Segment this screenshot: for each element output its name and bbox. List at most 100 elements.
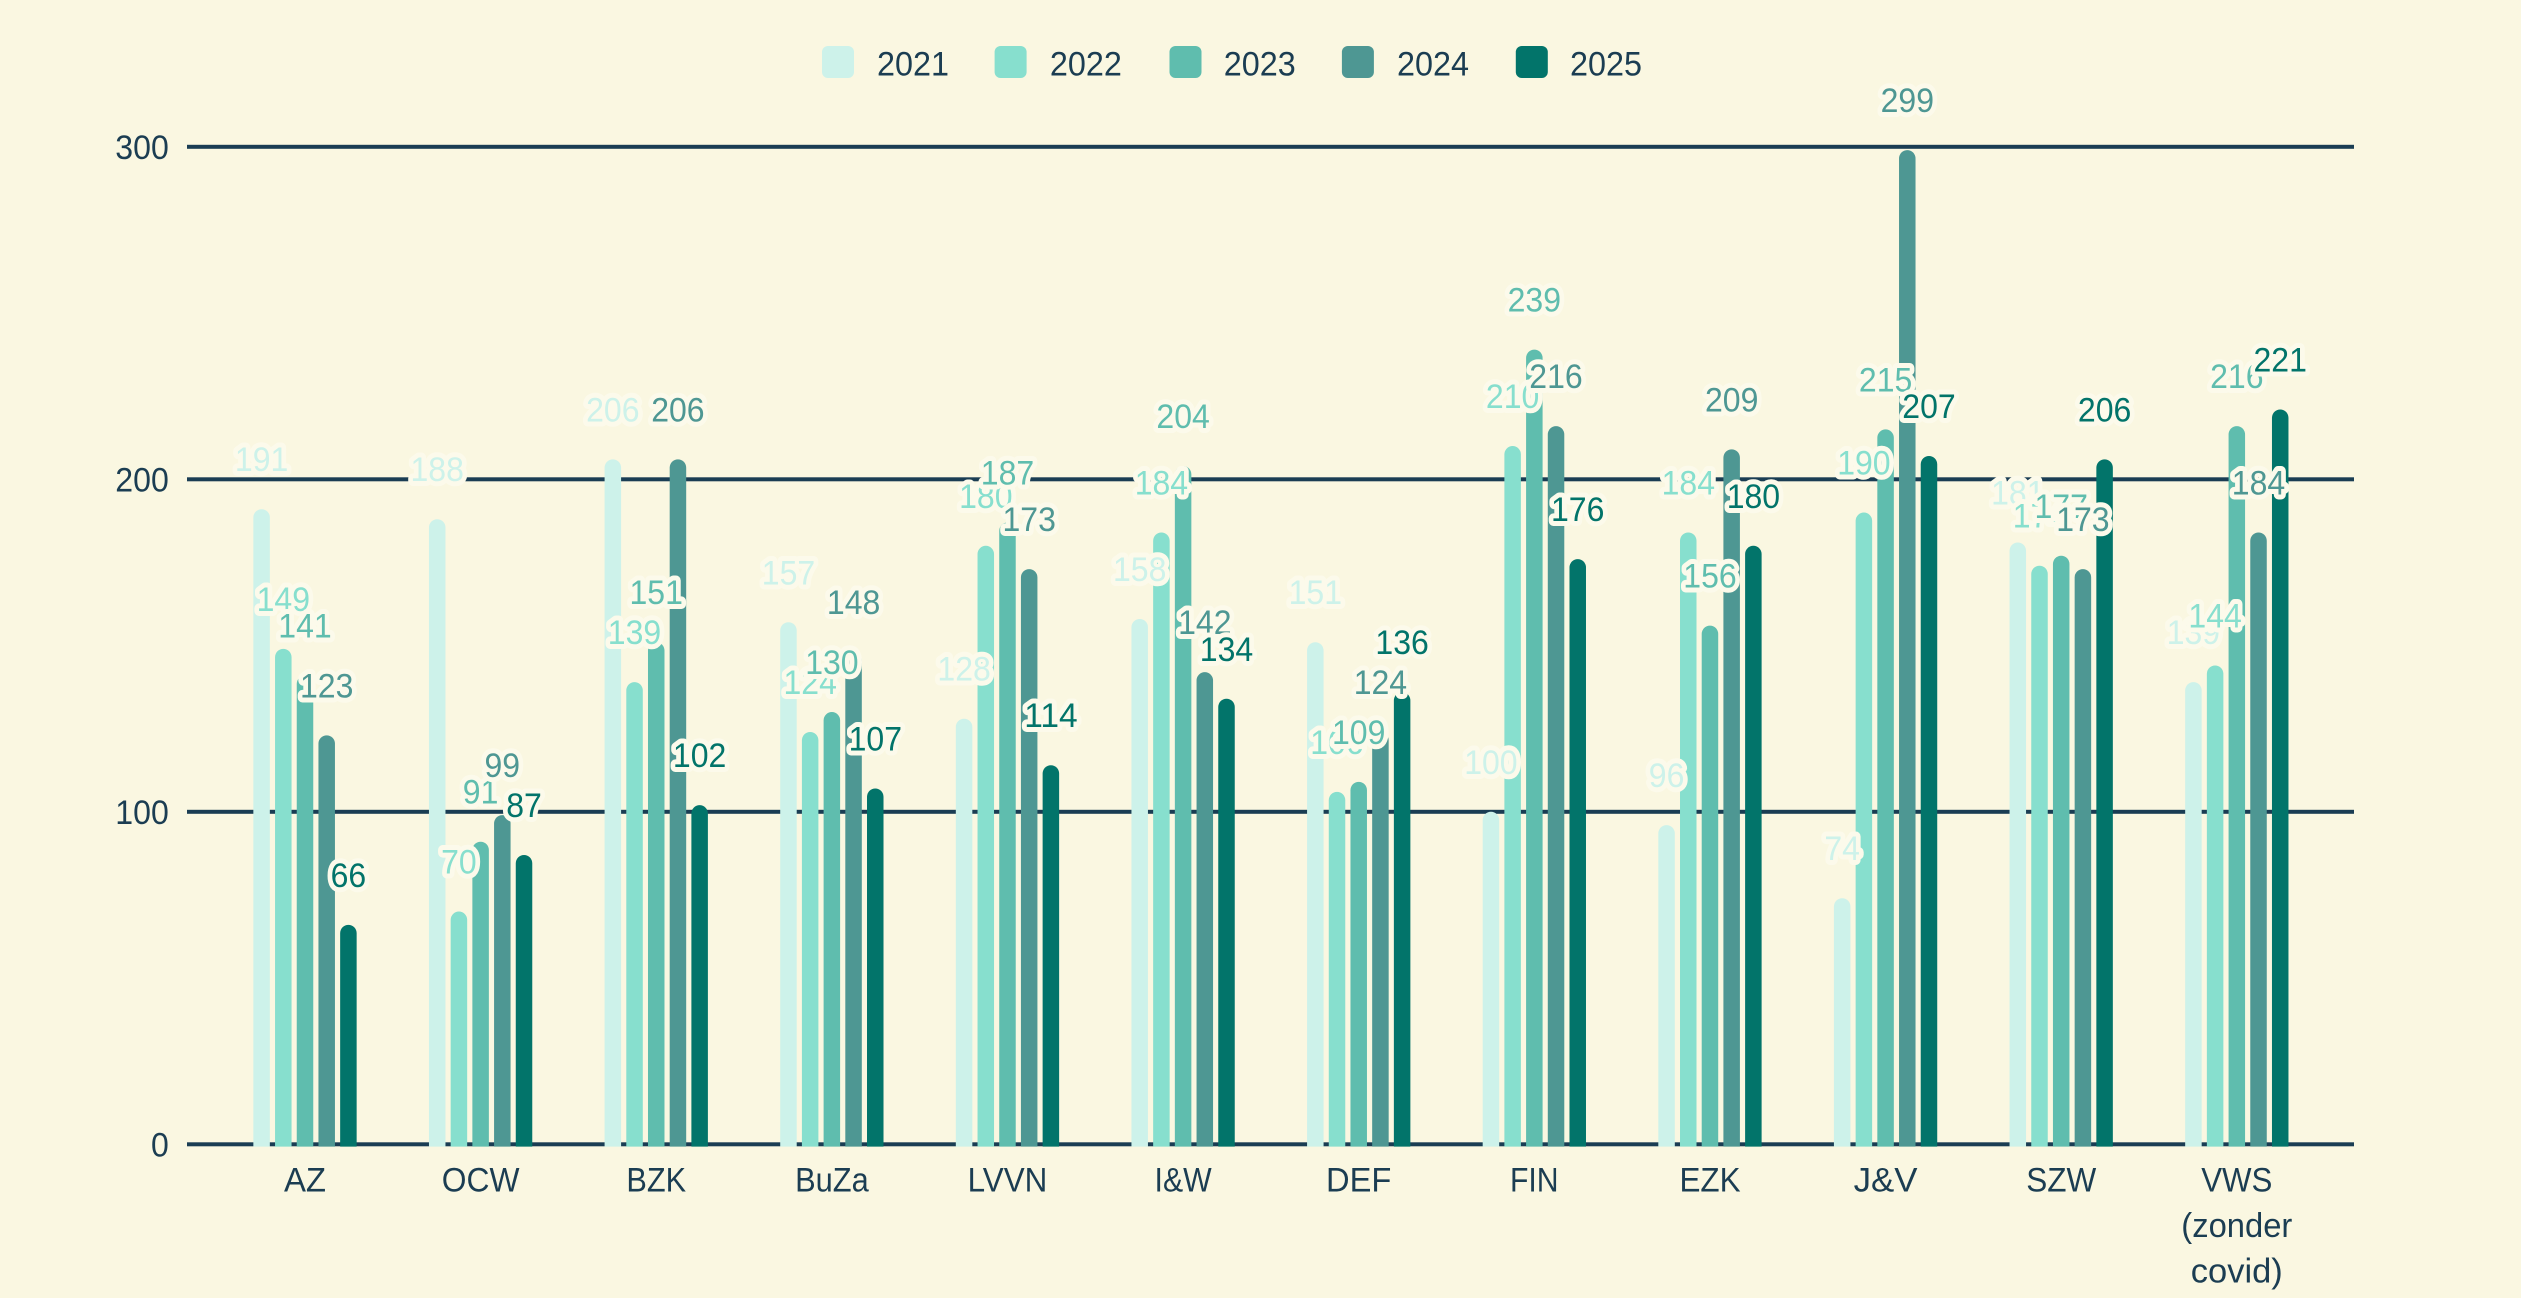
svg-text:216: 216 [2210,358,2263,396]
svg-text:157: 157 [762,554,815,592]
svg-text:299: 299 [1881,82,1934,120]
svg-text:128: 128 [937,651,990,689]
svg-text:96: 96 [1649,757,1685,795]
svg-text:144: 144 [2188,598,2241,636]
svg-text:180: 180 [959,478,1012,516]
svg-text:87: 87 [506,787,542,825]
svg-text:J&V: J&V [1854,1162,1918,1200]
svg-text:70: 70 [441,844,477,882]
svg-text:184: 184 [1135,465,1188,503]
svg-text:239: 239 [1508,282,1561,320]
svg-text:157: 157 [762,554,815,592]
svg-text:99: 99 [485,747,521,785]
svg-text:190: 190 [1837,445,1890,483]
svg-text:187: 187 [981,455,1034,493]
svg-text:215: 215 [1859,361,1912,399]
svg-text:149: 149 [257,581,310,619]
svg-text:299: 299 [1881,82,1934,120]
svg-text:107: 107 [849,721,902,759]
svg-text:136: 136 [1375,624,1428,662]
svg-text:300: 300 [115,129,169,167]
svg-text:134: 134 [1200,631,1253,669]
svg-text:99: 99 [485,747,521,785]
svg-text:181: 181 [1991,475,2044,513]
svg-text:204: 204 [1156,398,1209,436]
svg-text:206: 206 [586,391,639,429]
svg-text:187: 187 [981,455,1034,493]
svg-text:EZK: EZK [1679,1162,1740,1200]
svg-text:210: 210 [1486,378,1539,416]
svg-text:139: 139 [2167,614,2220,652]
svg-text:66: 66 [331,857,367,895]
svg-text:176: 176 [1551,491,1604,529]
svg-text:100: 100 [1464,744,1517,782]
svg-text:141: 141 [278,608,331,646]
svg-text:100: 100 [1464,744,1517,782]
svg-text:209: 209 [1705,381,1758,419]
svg-text:177: 177 [2035,488,2088,526]
svg-text:106: 106 [1310,724,1363,762]
svg-text:74: 74 [1824,830,1860,868]
svg-text:156: 156 [1683,558,1736,596]
svg-text:221: 221 [2254,342,2307,380]
svg-text:LVVN: LVVN [968,1162,1048,1200]
svg-text:100: 100 [115,794,169,832]
svg-text:200: 200 [115,461,169,499]
svg-text:107: 107 [849,721,902,759]
svg-text:181: 181 [1991,475,2044,513]
svg-text:2024: 2024 [1397,45,1469,83]
svg-text:114: 114 [1024,697,1077,735]
svg-text:BZK: BZK [626,1162,686,1200]
svg-text:206: 206 [2078,391,2131,429]
svg-text:2022: 2022 [1050,45,1122,83]
svg-text:191: 191 [235,441,288,479]
svg-text:114: 114 [1024,697,1077,735]
svg-text:173: 173 [2056,501,2109,539]
svg-text:206: 206 [2078,391,2131,429]
svg-text:FIN: FIN [1510,1162,1559,1200]
svg-text:106: 106 [1310,724,1363,762]
svg-text:156: 156 [1683,558,1736,596]
svg-text:216: 216 [1529,358,1582,396]
svg-text:184: 184 [1662,465,1715,503]
svg-text:139: 139 [2167,614,2220,652]
svg-text:184: 184 [1662,465,1715,503]
svg-text:2025: 2025 [1570,45,1642,83]
svg-text:174: 174 [2013,498,2066,536]
svg-text:I&W: I&W [1155,1162,1212,1200]
svg-text:239: 239 [1508,282,1561,320]
svg-text:151: 151 [1289,574,1342,612]
svg-text:207: 207 [1902,388,1955,426]
svg-text:102: 102 [673,737,726,775]
svg-text:134: 134 [1200,631,1253,669]
svg-text:151: 151 [1289,574,1342,612]
svg-text:180: 180 [959,478,1012,516]
svg-text:180: 180 [1727,478,1780,516]
svg-text:124: 124 [1354,664,1407,702]
svg-text:149: 149 [257,581,310,619]
svg-text:DEF: DEF [1326,1162,1391,1200]
svg-text:148: 148 [827,584,880,622]
svg-text:184: 184 [2232,465,2285,503]
svg-text:0: 0 [151,1126,169,1164]
svg-text:BuZa: BuZa [795,1162,869,1200]
svg-text:188: 188 [411,451,464,489]
svg-text:209: 209 [1705,381,1758,419]
svg-text:91: 91 [463,774,499,812]
svg-text:180: 180 [1727,478,1780,516]
svg-text:2023: 2023 [1224,45,1296,83]
svg-text:AZ: AZ [284,1162,326,1200]
svg-text:158: 158 [1113,551,1166,589]
svg-text:206: 206 [651,391,704,429]
svg-text:184: 184 [2232,465,2285,503]
svg-text:130: 130 [805,644,858,682]
svg-text:176: 176 [1551,491,1604,529]
svg-text:206: 206 [586,391,639,429]
svg-text:215: 215 [1859,361,1912,399]
svg-text:2021: 2021 [877,45,949,83]
svg-text:210: 210 [1486,378,1539,416]
svg-text:206: 206 [651,391,704,429]
svg-text:136: 136 [1375,624,1428,662]
svg-text:91: 91 [463,774,499,812]
svg-text:124: 124 [1354,664,1407,702]
